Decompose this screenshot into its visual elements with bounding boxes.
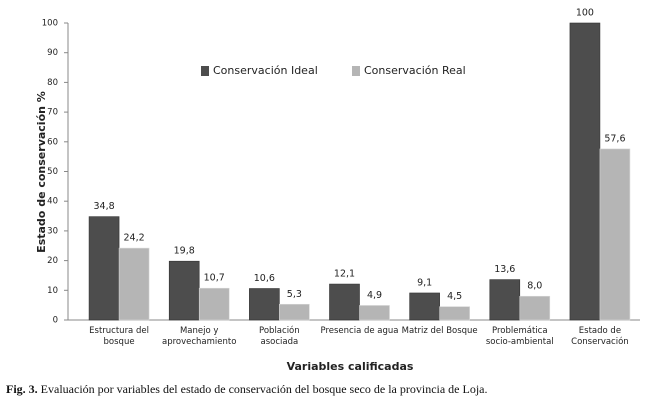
y-tick-label: 90 <box>47 48 58 58</box>
value-label: 12,1 <box>334 269 355 280</box>
y-tick-label: 20 <box>47 256 58 266</box>
bar <box>329 283 360 321</box>
x-tick-label: Estructura del bosque <box>89 326 149 347</box>
value-label: 4,5 <box>447 291 462 302</box>
x-tick-label: Matriz del Bosque <box>401 326 478 336</box>
bar <box>439 306 470 321</box>
bar <box>118 247 150 321</box>
value-label: 10,7 <box>204 273 225 284</box>
y-tick-label: 30 <box>47 226 58 236</box>
caption-label: Fig. 3. <box>6 382 38 396</box>
bar <box>359 305 390 321</box>
value-label: 24,2 <box>123 233 144 244</box>
x-tick-label: Estado de Conservación <box>571 326 629 347</box>
value-label: 9,1 <box>417 277 432 288</box>
bar <box>168 260 200 321</box>
value-label: 13,6 <box>494 264 515 275</box>
value-label: 8,0 <box>527 281 542 292</box>
caption: Fig. 3. Evaluación por variables del est… <box>6 382 646 397</box>
value-label: 19,8 <box>174 246 195 257</box>
legend-label: Conservación Real <box>364 64 466 77</box>
value-label: 34,8 <box>93 201 114 212</box>
bar <box>88 216 120 321</box>
bar <box>599 148 631 321</box>
bar <box>249 288 280 321</box>
bar <box>489 279 521 321</box>
y-tick-label: 70 <box>47 108 58 118</box>
value-label: 5,3 <box>287 289 302 300</box>
bar <box>409 292 440 321</box>
y-tick-label: 80 <box>47 78 58 88</box>
legend-label: Conservación Ideal <box>213 64 318 77</box>
bar <box>569 22 601 321</box>
value-label: 100 <box>576 8 594 19</box>
x-tick-label: Problemática socio-ambiental <box>485 326 554 347</box>
y-axis-label: Estado de conservación % <box>35 91 48 253</box>
value-label: 57,6 <box>604 133 625 144</box>
y-tick-label: 100 <box>42 19 58 29</box>
bar <box>279 303 310 321</box>
value-label: 10,6 <box>254 273 275 284</box>
y-tick-label: 60 <box>47 137 58 147</box>
x-axis-label: Variables calificadas <box>287 360 414 373</box>
bar <box>198 287 230 321</box>
y-tick-label: 0 <box>53 316 58 326</box>
legend-swatch <box>352 66 360 76</box>
caption-text: Evaluación por variables del estado de c… <box>37 382 488 396</box>
bar <box>519 295 551 321</box>
x-tick-label: Presencia de agua <box>320 326 399 336</box>
value-label: 4,9 <box>367 290 382 301</box>
chart: Estado de conservación % Variables calif… <box>35 8 640 373</box>
y-tick-label: 50 <box>47 167 58 177</box>
legend-swatch <box>201 66 209 76</box>
x-tick-label: Población asociada <box>259 326 300 347</box>
x-tick-label: Manejo y aprovechamiento <box>161 326 237 347</box>
y-tick-label: 40 <box>47 197 58 207</box>
y-tick-label: 10 <box>47 286 58 296</box>
